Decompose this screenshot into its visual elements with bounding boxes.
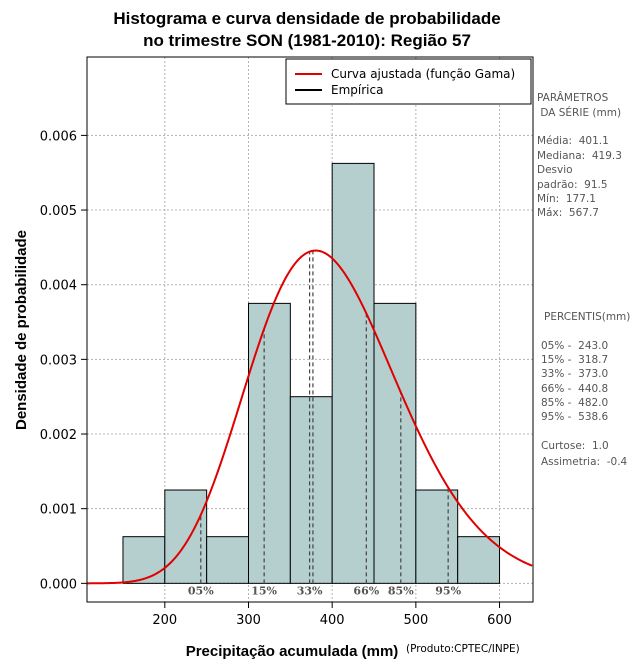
percentile-label: 95% [435, 584, 461, 597]
stat-kurtosis: Curtose: 1.0 [541, 440, 609, 452]
histogram-bar [289, 396, 333, 584]
percentile-label: 33% [297, 584, 323, 597]
percentile-label: 85% [388, 584, 414, 597]
param-max: Máx: 567.7 [537, 207, 599, 219]
percentil-33: 33% - 373.0 [541, 368, 608, 380]
y-tick-label: 0.006 [40, 129, 77, 144]
plot-frame [86, 56, 534, 603]
histogram-bar [122, 536, 166, 584]
y-axis-title: Densidade de probabilidade [13, 230, 30, 430]
stat-skewness: Assimetria: -0.4 [541, 456, 628, 468]
y-tick-label: 0.000 [40, 577, 77, 592]
histogram-bar [415, 489, 459, 584]
histogram-bar [247, 302, 291, 584]
x-tick-label: 300 [236, 613, 261, 628]
legend-box [285, 58, 532, 105]
y-tick-label: 0.004 [40, 279, 77, 294]
x-tick-label: 400 [320, 613, 345, 628]
percentil-85: 85% - 482.0 [541, 397, 608, 409]
series-parameters-panel: PARÂMETROS DA SÉRIE (mm) Média: 401.1 Me… [537, 91, 630, 468]
x-tick-label: 200 [152, 613, 177, 628]
histogram-bar [331, 162, 375, 584]
percentile-label: 05% [188, 584, 214, 597]
percentil-95: 95% - 538.6 [541, 411, 609, 423]
percentil-05: 05% - 243.0 [541, 340, 608, 352]
histogram-bar [206, 536, 249, 584]
percentile-label: 66% [353, 584, 379, 597]
chart-title-line-2: no trimestre SON (1981-2010): Região 57 [143, 31, 471, 50]
histogram-bar [164, 489, 208, 584]
param-mean: Média: 401.1 [537, 135, 609, 147]
x-axis-title: Precipitação acumulada (mm) [186, 643, 399, 660]
params-heading-line-1: PARÂMETROS [537, 91, 609, 104]
y-tick-label: 0.005 [40, 204, 77, 219]
x-tick-label: 500 [403, 613, 428, 628]
legend-label-empirical: Empírica [331, 83, 383, 97]
params-heading-line-2: DA SÉRIE (mm) [537, 106, 621, 119]
param-sd-label: Desvio [537, 164, 573, 176]
param-min: Mín: 177.1 [537, 193, 596, 205]
histogram-bar [373, 302, 417, 584]
product-credit: (Produto:CPTEC/INPE) [406, 643, 520, 655]
legend: Curva ajustada (função Gama) Empírica [285, 58, 532, 105]
y-tick-label: 0.001 [40, 503, 77, 518]
percentil-15: 15% - 318.7 [541, 354, 608, 366]
param-sd-value: padrão: 91.5 [537, 179, 608, 191]
x-tick-label: 600 [487, 613, 512, 628]
percentil-66: 66% - 440.8 [541, 383, 608, 395]
param-median: Mediana: 419.3 [537, 150, 622, 162]
y-tick-label: 0.002 [40, 428, 77, 443]
legend-label-gamma: Curva ajustada (função Gama) [331, 67, 515, 81]
percentis-heading: PERCENTIS(mm) [544, 311, 630, 323]
gamma-fit-curve [87, 249, 533, 585]
y-tick-label: 0.003 [40, 353, 77, 368]
histogram-bar [457, 536, 501, 584]
chart-title-line-1: Histograma e curva densidade de probabil… [113, 9, 500, 28]
percentile-label: 15% [251, 584, 277, 597]
